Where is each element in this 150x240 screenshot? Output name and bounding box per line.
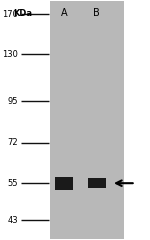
Text: KDa: KDa xyxy=(13,8,32,18)
Text: A: A xyxy=(61,8,67,18)
Text: 43: 43 xyxy=(8,216,18,225)
FancyBboxPatch shape xyxy=(88,178,106,188)
Text: B: B xyxy=(93,8,100,18)
Text: 72: 72 xyxy=(8,138,18,147)
Text: 130: 130 xyxy=(2,50,18,59)
FancyBboxPatch shape xyxy=(55,177,73,190)
Text: 95: 95 xyxy=(8,97,18,106)
FancyBboxPatch shape xyxy=(50,1,124,239)
Text: 55: 55 xyxy=(8,179,18,188)
Text: 170: 170 xyxy=(2,10,18,18)
